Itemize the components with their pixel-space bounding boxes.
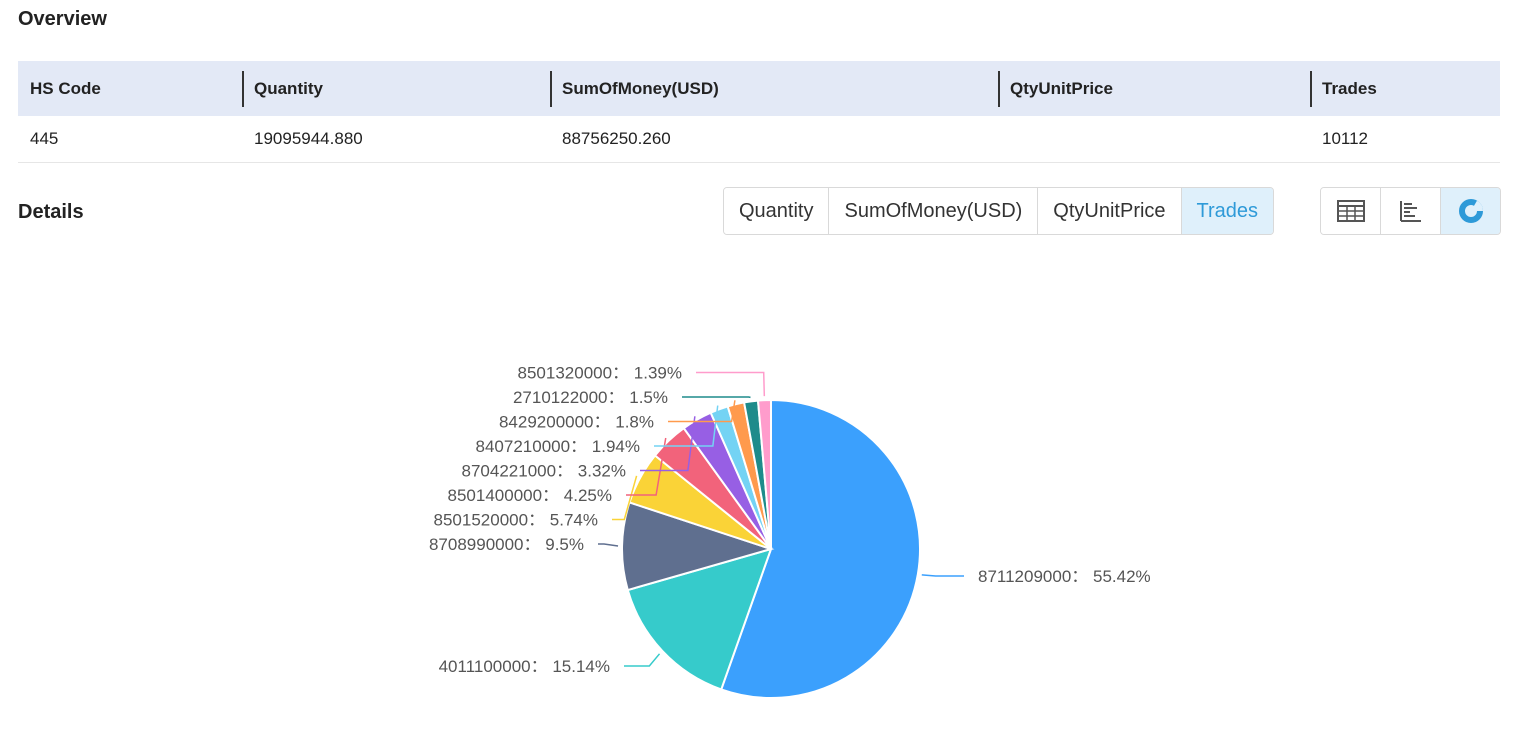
pie-slice-4011100000[interactable] xyxy=(626,547,773,691)
slice-label-8429200000: 8429200000： 1.8% xyxy=(499,413,654,432)
header-quantity: Quantity xyxy=(242,70,550,107)
slice-label-2710122000: 2710122000： 1.5% xyxy=(513,388,668,407)
slice-label-4011100000: 4011100000： 15.14% xyxy=(439,657,610,676)
cell-hs-code: 445 xyxy=(30,129,59,148)
header-trades: Trades xyxy=(1310,70,1500,107)
label-line-8501320000 xyxy=(696,371,766,397)
slice-label-8501520000: 8501520000： 5.74% xyxy=(434,511,598,530)
pie-slice-8708990000[interactable] xyxy=(621,501,775,592)
tab-quantity[interactable]: Quantity xyxy=(724,188,830,234)
header-hs-code: HS Code xyxy=(30,78,101,98)
slice-label-8501320000: 8501320000： 1.39% xyxy=(518,364,682,383)
slice-label-8501400000: 8501400000： 4.25% xyxy=(448,486,612,505)
metric-tabs: Quantity SumOfMoney(USD) QtyUnitPrice Tr… xyxy=(723,187,1275,235)
tab-trades[interactable]: Trades xyxy=(1181,188,1274,234)
pie-chart-view-button[interactable] xyxy=(1441,188,1500,234)
bar-chart-view-icon xyxy=(1399,201,1421,222)
pie-slice-8407210000[interactable] xyxy=(709,405,772,550)
table-row: 445 19095944.880 88756250.260 10112 xyxy=(18,116,1500,163)
tab-qty-unit-price[interactable]: QtyUnitPrice xyxy=(1038,188,1182,234)
label-line-8501520000 xyxy=(612,475,638,521)
overview-title: Overview xyxy=(18,8,107,30)
pie-slice-8501320000[interactable] xyxy=(756,398,772,550)
label-line-8708990000 xyxy=(598,543,619,547)
header-sum-of-money: SumOfMoney(USD) xyxy=(550,70,998,107)
label-line-4011100000 xyxy=(624,653,661,667)
label-line-8429200000 xyxy=(668,400,736,423)
overview-table: HS Code Quantity SumOfMoney(USD) QtyUnit… xyxy=(18,61,1500,163)
view-tabs xyxy=(1320,187,1501,235)
label-line-8407210000 xyxy=(654,405,719,447)
label-line-8704221000 xyxy=(640,416,696,472)
label-line-8711209000 xyxy=(921,574,964,577)
pie-slice-8501400000[interactable] xyxy=(653,426,772,550)
header-qty-unit-price: QtyUnitPrice xyxy=(998,70,1310,107)
tab-sum-of-money[interactable]: SumOfMoney(USD) xyxy=(829,188,1039,234)
details-title: Details xyxy=(18,201,84,223)
slice-label-8708990000: 8708990000： 9.5% xyxy=(429,535,584,554)
pie-slice-2710122000[interactable] xyxy=(742,399,772,550)
pie-slice-8429200000[interactable] xyxy=(726,401,772,550)
pie-slice-8711209000[interactable] xyxy=(719,398,921,699)
bar-chart-view-button[interactable] xyxy=(1381,188,1441,234)
cell-sum-of-money: 88756250.260 xyxy=(562,129,671,148)
table-view-button[interactable] xyxy=(1321,188,1381,234)
cell-quantity: 19095944.880 xyxy=(254,129,363,148)
slice-label-8704221000: 8704221000： 3.32% xyxy=(462,462,626,481)
slice-label-8711209000: 8711209000： 55.42% xyxy=(978,567,1151,586)
pie-slice-8704221000[interactable] xyxy=(682,411,772,550)
table-view-icon xyxy=(1336,200,1365,222)
pie-chart-view-icon xyxy=(1458,199,1483,223)
overview-header-row: HS Code Quantity SumOfMoney(USD) QtyUnit… xyxy=(18,61,1500,116)
pie-slice-8501520000[interactable] xyxy=(628,454,772,550)
cell-trades: 10112 xyxy=(1322,129,1369,148)
label-line-8501400000 xyxy=(626,437,667,496)
slice-label-8407210000: 8407210000： 1.94% xyxy=(476,437,640,456)
